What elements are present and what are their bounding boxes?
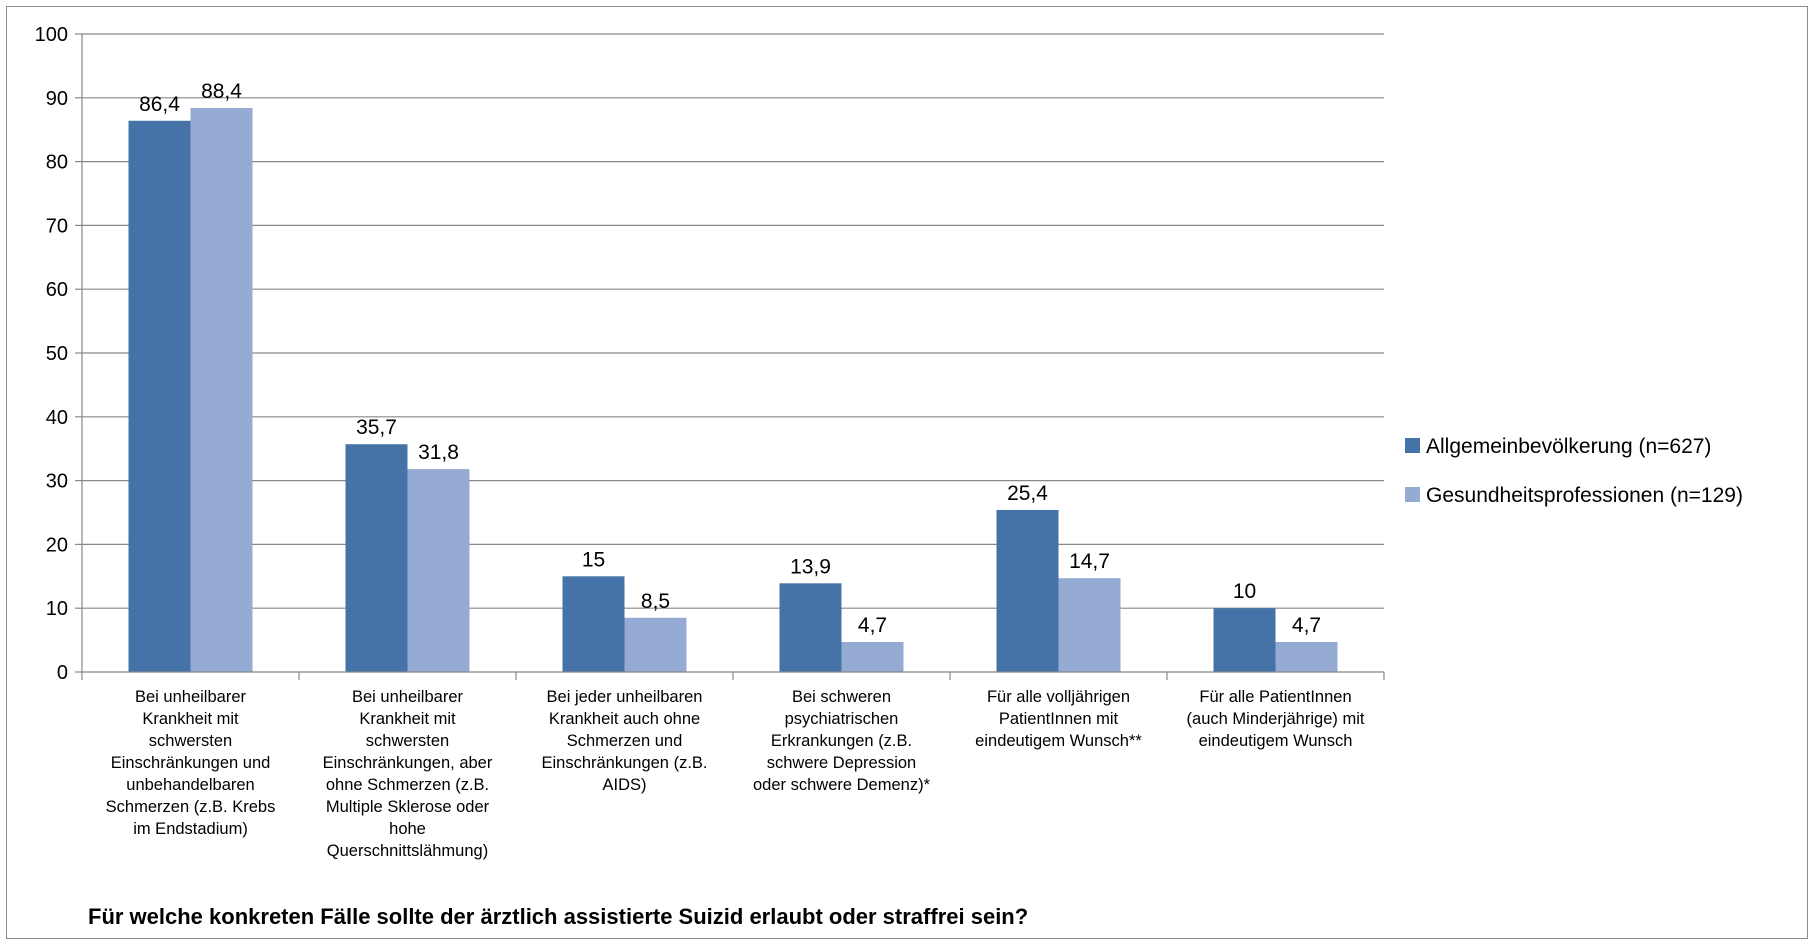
- category-label-line: Einschränkungen (z.B.: [541, 754, 707, 772]
- category-label-line: psychiatrischen: [785, 710, 899, 728]
- category-label-line: schwersten: [149, 732, 232, 750]
- category-label-line: PatientInnen mit: [999, 710, 1119, 728]
- category-label-line: Bei unheilbarer: [352, 688, 463, 706]
- y-tick-label: 40: [46, 407, 68, 429]
- category-label-line: Einschränkungen, aber: [323, 754, 493, 772]
- category-label-line: eindeutigem Wunsch**: [975, 732, 1142, 750]
- category-label-line: ohne Schmerzen (z.B.: [326, 776, 489, 794]
- data-label: 14,7: [1069, 550, 1110, 573]
- legend-swatch: [1405, 438, 1420, 453]
- category-label-line: Schmerzen und: [567, 732, 683, 750]
- category-label-line: (auch Minderjährige) mit: [1187, 710, 1365, 728]
- category-label-line: Bei unheilbarer: [135, 688, 246, 706]
- gridlines: [82, 33, 1384, 609]
- y-tick-label: 0: [57, 662, 68, 684]
- y-tick-label: 50: [46, 343, 68, 365]
- data-label: 10: [1233, 580, 1256, 603]
- data-label: 4,7: [1292, 614, 1321, 637]
- legend: Allgemeinbevölkerung (n=627) Gesundheitsp…: [1405, 435, 1743, 507]
- bar: [841, 642, 904, 672]
- category-label-line: Querschnittslähmung): [327, 842, 488, 860]
- category-label-line: Krankheit mit: [142, 710, 239, 728]
- data-label: 15: [582, 548, 605, 571]
- category-label: Bei jeder unheilbaren Krankheit auch ohne…: [541, 688, 707, 794]
- data-label: 8,5: [641, 590, 670, 613]
- data-label: 31,8: [418, 441, 459, 464]
- category-label: Bei schweren psychiatrischen Erkrankungen …: [753, 688, 931, 794]
- y-axis: 0 10 20 30 40 50 60 70 80 90 100: [35, 24, 83, 684]
- bars: 86,4 88,4 35,7 31,8 15 8,5 13,9 4,7 25,4 14,7 10 4,…: [128, 80, 1338, 673]
- category-label-line: Krankheit auch ohne: [549, 710, 700, 728]
- y-tick-label: 90: [46, 88, 68, 110]
- data-label: 4,7: [858, 614, 887, 637]
- bar: [624, 617, 687, 672]
- category-label-line: schwersten: [366, 732, 449, 750]
- category-label-line: schwere Depression: [767, 754, 916, 772]
- bar: [779, 583, 842, 672]
- category-label-line: Schmerzen (z.B. Krebs: [106, 798, 276, 816]
- y-tick-label: 70: [46, 215, 68, 237]
- data-label: 88,4: [201, 80, 242, 103]
- bar: [996, 509, 1059, 672]
- category-label: Bei unheilbarer Krankheit mit schwersten Ei…: [323, 688, 493, 860]
- bar: [407, 469, 470, 672]
- category-label-line: unbehandelbaren: [126, 776, 254, 794]
- category-label-line: eindeutigem Wunsch: [1199, 732, 1353, 750]
- chart-caption: Für welche konkreten Fälle sollte der är…: [88, 904, 1029, 929]
- bar: [345, 444, 408, 672]
- category-label-line: Einschränkungen und: [111, 754, 271, 772]
- data-label: 35,7: [356, 416, 397, 439]
- y-tick-label: 10: [46, 598, 68, 620]
- category-label-line: oder schwere Demenz)*: [753, 776, 931, 794]
- data-label: 86,4: [139, 93, 180, 116]
- bar: [562, 576, 625, 672]
- bar: [1058, 578, 1121, 672]
- category-label-line: im Endstadium): [133, 820, 248, 838]
- bar: [1275, 642, 1338, 672]
- y-tick-label: 80: [46, 152, 68, 174]
- legend-label: Allgemeinbevölkerung (n=627): [1426, 435, 1711, 458]
- category-label-line: Für alle volljährigen: [987, 688, 1130, 706]
- category-label-line: hohe: [389, 820, 426, 838]
- category-label-line: Bei jeder unheilbaren: [547, 688, 703, 706]
- category-label-line: Erkrankungen (z.B.: [771, 732, 912, 750]
- bar: [190, 108, 253, 673]
- category-label: Für alle volljährigen PatientInnen mit ein…: [975, 688, 1142, 750]
- category-label-line: Für alle PatientInnen: [1199, 688, 1351, 706]
- data-label: 25,4: [1007, 482, 1048, 505]
- category-label: Bei unheilbarer Krankheit mit schwersten Ei…: [106, 688, 276, 838]
- bar: [128, 120, 191, 672]
- y-tick-label: 100: [35, 24, 68, 46]
- category-label-line: Bei schweren: [792, 688, 891, 706]
- category-label-line: AIDS): [602, 776, 646, 794]
- data-label: 13,9: [790, 555, 831, 578]
- legend-swatch: [1405, 487, 1420, 502]
- x-axis: Bei unheilbarer Krankheit mit schwersten Ei…: [81, 671, 1385, 860]
- y-tick-label: 60: [46, 279, 68, 301]
- category-label-line: Multiple Sklerose oder: [326, 798, 490, 816]
- y-tick-label: 30: [46, 471, 68, 493]
- category-label-line: Krankheit mit: [359, 710, 456, 728]
- bar: [1213, 608, 1276, 672]
- category-label: Für alle PatientInnen (auch Minderjährige…: [1187, 688, 1365, 750]
- y-tick-label: 20: [46, 534, 68, 556]
- legend-label: Gesundheitsprofessionen (n=129): [1426, 484, 1743, 507]
